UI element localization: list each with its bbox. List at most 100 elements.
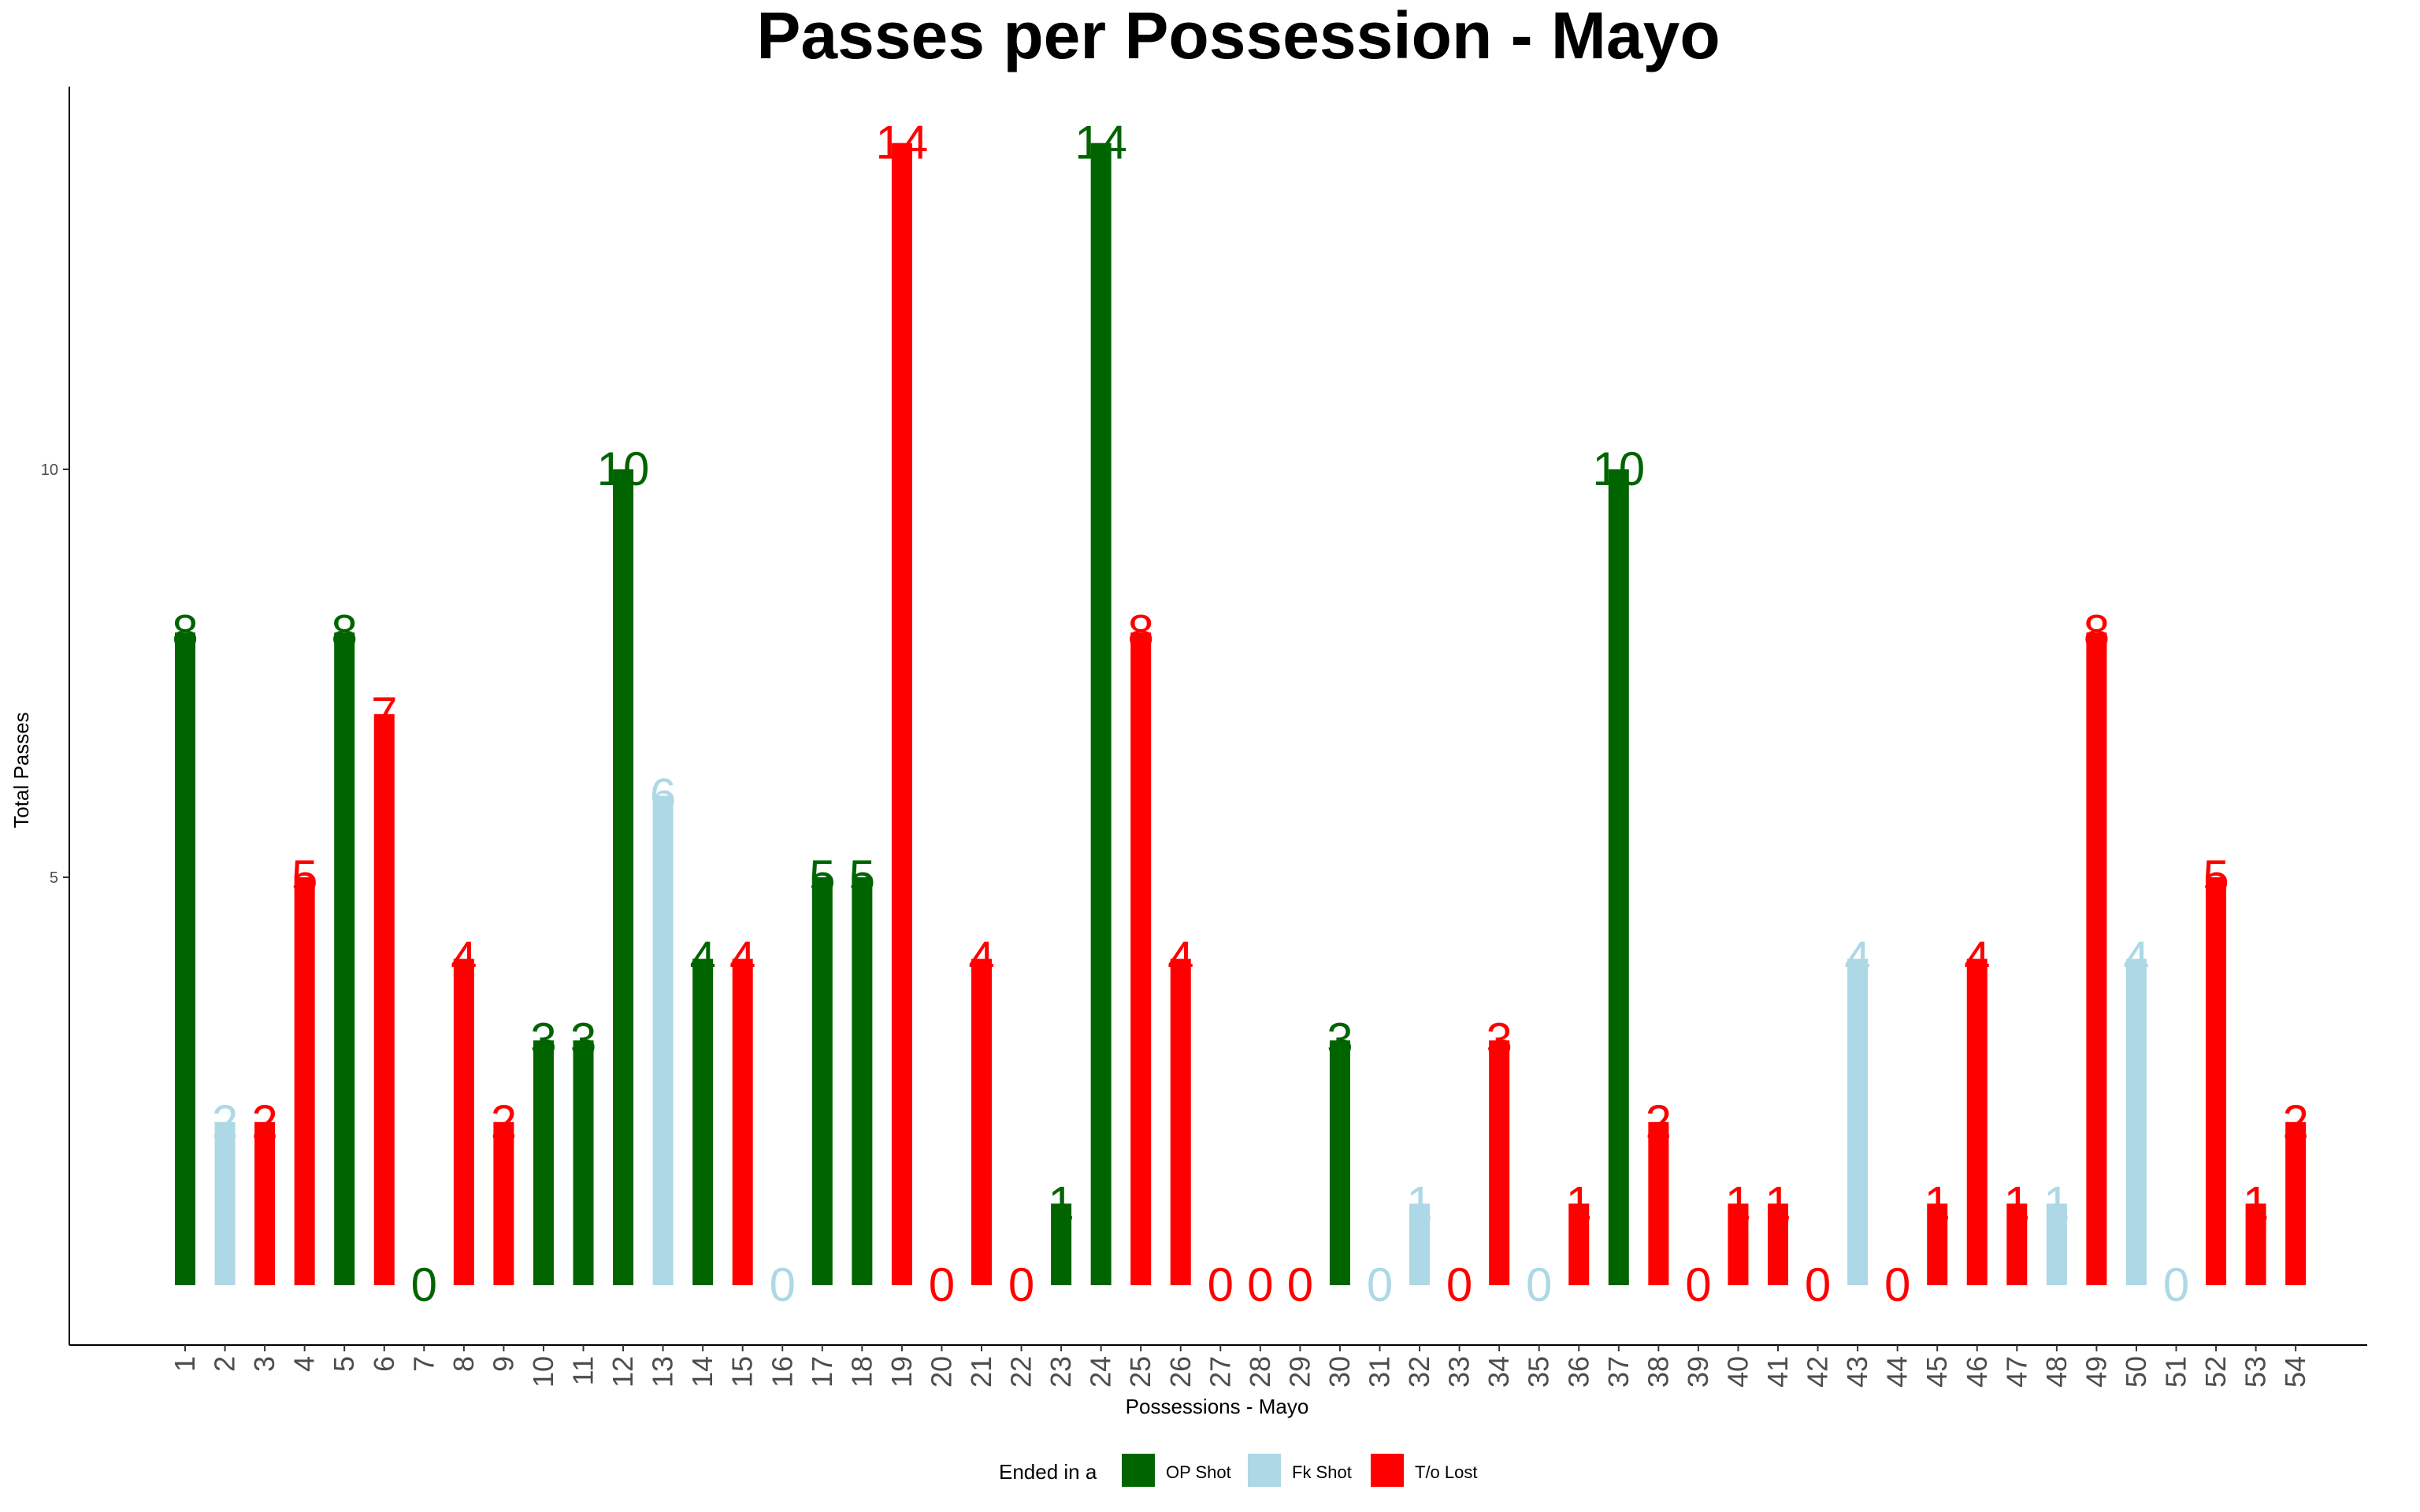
x-tick-label: 38	[1642, 1356, 1674, 1388]
data-label-25: 8	[1128, 606, 1154, 658]
x-tick-label: 5	[328, 1356, 360, 1372]
x-tick-label: 7	[407, 1356, 440, 1372]
x-tick-label: 19	[885, 1356, 918, 1388]
data-label-22: 0	[1008, 1258, 1034, 1311]
x-tick-label: 32	[1403, 1356, 1435, 1388]
bar-30	[1329, 1040, 1350, 1285]
data-label-44: 0	[1884, 1258, 1910, 1311]
x-tick-label: 4	[288, 1356, 321, 1372]
data-label-48: 1	[2043, 1177, 2069, 1229]
data-label-26: 4	[1167, 932, 1193, 985]
x-tick-label: 48	[2040, 1356, 2073, 1388]
bar-24	[1090, 143, 1112, 1286]
y-axis-title: Total Passes	[9, 712, 33, 828]
data-label-9: 2	[491, 1095, 517, 1148]
bar-50	[2125, 958, 2147, 1285]
data-label-12: 10	[597, 443, 650, 495]
y-ticks: 5 10	[41, 461, 69, 887]
data-label-30: 3	[1327, 1014, 1353, 1066]
legend-key-to	[1371, 1454, 1404, 1487]
bar-49	[2086, 632, 2107, 1285]
data-label-8: 4	[451, 932, 477, 985]
data-label-50: 4	[2123, 932, 2149, 985]
x-tick-label: 40	[1721, 1356, 1754, 1388]
bar-34	[1489, 1040, 1510, 1285]
bar-10	[533, 1040, 554, 1285]
x-tick-label: 44	[1881, 1356, 1913, 1388]
data-label-42: 0	[1805, 1258, 1831, 1311]
bar-15	[732, 958, 753, 1285]
bar-3	[254, 1121, 276, 1285]
legend-title: Ended in a	[999, 1460, 1097, 1484]
x-tick-label: 2	[209, 1356, 241, 1372]
x-tick-label: 34	[1483, 1356, 1515, 1388]
x-tick-label: 43	[1841, 1356, 1873, 1388]
data-label-41: 1	[1765, 1177, 1791, 1229]
x-tick-label: 41	[1761, 1356, 1794, 1388]
chart-title: Passes per Possession - Mayo	[756, 0, 1720, 72]
data-label-7: 0	[411, 1258, 437, 1311]
data-label-5: 8	[332, 606, 358, 658]
x-tick-label: 22	[1005, 1356, 1037, 1388]
legend-key-fk	[1248, 1454, 1281, 1487]
bar-13	[652, 795, 674, 1285]
bar-2	[214, 1121, 236, 1285]
bar-1	[175, 632, 195, 1285]
bar-41	[1768, 1203, 1788, 1285]
bars	[175, 143, 2307, 1286]
data-label-13: 6	[650, 769, 676, 821]
x-tick-label: 36	[1562, 1356, 1594, 1388]
x-tick-label: 50	[2120, 1356, 2152, 1388]
data-label-19: 14	[876, 117, 929, 169]
bar-38	[1648, 1121, 1669, 1285]
bar-12	[613, 469, 634, 1285]
x-tick-label: 49	[2080, 1356, 2112, 1388]
x-tick-label: 15	[726, 1356, 759, 1388]
bar-4	[294, 877, 315, 1285]
data-label-49: 8	[2084, 606, 2110, 658]
bar-5	[334, 632, 355, 1285]
data-label-54: 2	[2282, 1095, 2308, 1148]
x-tick-label: 30	[1323, 1356, 1356, 1388]
bar-9	[493, 1121, 514, 1285]
data-label-10: 3	[530, 1014, 556, 1066]
x-tick-label: 42	[1802, 1356, 1834, 1388]
data-label-14: 4	[689, 932, 715, 985]
data-label-53: 1	[2243, 1177, 2269, 1229]
data-label-27: 0	[1208, 1258, 1234, 1311]
bar-52	[2206, 877, 2227, 1285]
x-tick-label: 11	[567, 1356, 599, 1385]
x-tick-label: 33	[1443, 1356, 1475, 1388]
x-tick-label: 21	[965, 1356, 997, 1388]
bar-17	[811, 877, 833, 1285]
data-label-43: 4	[1844, 932, 1870, 985]
bar-21	[971, 958, 992, 1285]
bar-32	[1409, 1203, 1431, 1285]
bar-46	[1966, 958, 1988, 1285]
bar-40	[1728, 1203, 1749, 1285]
data-label-38: 2	[1646, 1095, 1672, 1148]
data-label-36: 1	[1566, 1177, 1592, 1229]
x-tick-label: 23	[1045, 1356, 1077, 1388]
data-label-20: 0	[929, 1258, 955, 1311]
x-tick-label: 51	[2160, 1356, 2192, 1388]
y-tick-label: 5	[50, 869, 58, 887]
x-tick-label: 6	[368, 1356, 400, 1372]
x-tick-label: 31	[1364, 1356, 1396, 1388]
x-tick-label: 20	[925, 1356, 957, 1388]
bar-11	[573, 1040, 594, 1285]
x-tick-label: 8	[447, 1356, 480, 1372]
x-tick-label: 25	[1124, 1356, 1156, 1388]
bar-48	[2046, 1203, 2067, 1285]
x-tick-label: 13	[647, 1356, 679, 1388]
x-tick-label: 47	[2000, 1356, 2032, 1388]
x-tick-label: 54	[2279, 1356, 2311, 1388]
x-tick-label: 52	[2199, 1356, 2232, 1388]
data-label-47: 1	[2004, 1177, 2030, 1229]
data-label-16: 0	[770, 1258, 796, 1311]
x-tick-label: 18	[845, 1356, 878, 1388]
legend-label-fk: Fk Shot	[1292, 1462, 1352, 1482]
x-tick-label: 27	[1204, 1356, 1236, 1388]
x-tick-label: 46	[1961, 1356, 1993, 1388]
